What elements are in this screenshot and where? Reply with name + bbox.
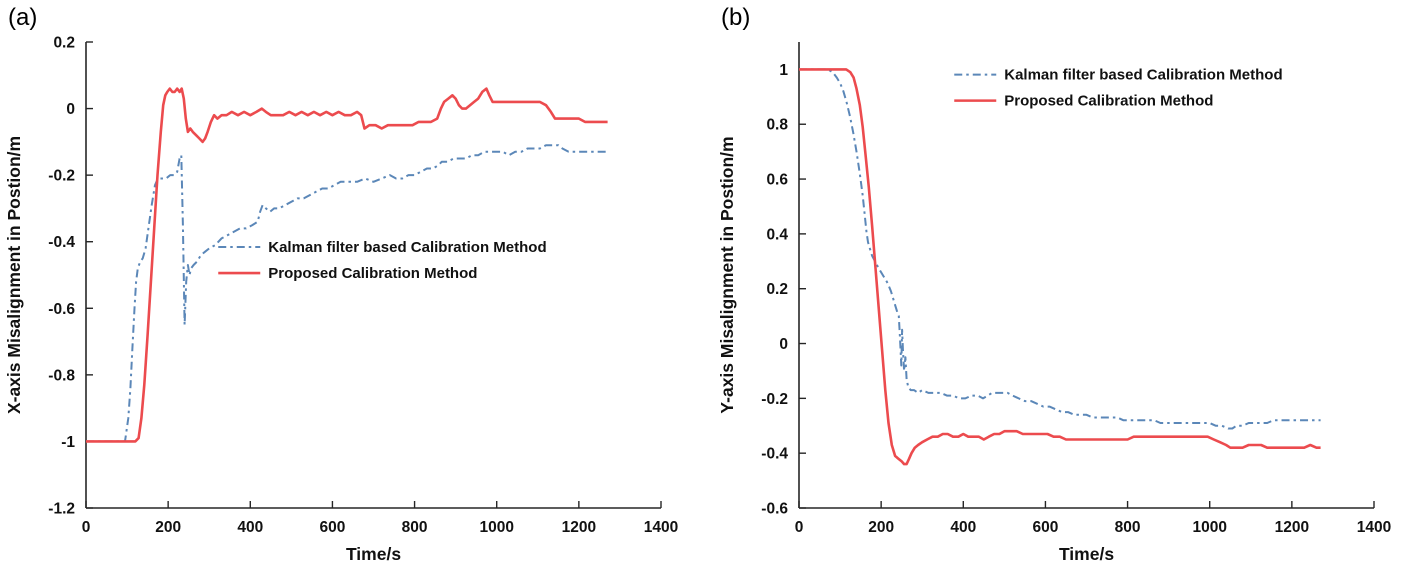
y-axis-title: Y-axis Misalignment in Postion/m <box>717 136 737 413</box>
y-tick-label: -0.2 <box>48 168 75 185</box>
y-tick-label: -0.2 <box>761 391 788 408</box>
x-tick-label: 800 <box>1115 519 1141 536</box>
panel-b-label: (b) <box>721 4 751 31</box>
x-tick-label: 800 <box>402 519 428 536</box>
x-tick-label: 1400 <box>1357 519 1391 536</box>
axes: 0 200 400 600 800 1000 1200 140010.80.60.40.20-… <box>761 42 1391 536</box>
series-line-0 <box>799 68 1321 430</box>
legend-label-1: Proposed Calibration Method <box>268 265 477 282</box>
y-tick-label: 0.6 <box>766 172 788 189</box>
x-tick-label: 1400 <box>644 519 678 536</box>
x-tick-label: 600 <box>1032 519 1058 536</box>
x-tick-label: 200 <box>155 519 181 536</box>
x-tick-label: 400 <box>950 519 976 536</box>
x-tick-label: 1000 <box>1192 519 1226 536</box>
x-tick-label: 400 <box>237 519 263 536</box>
x-axis-title: Time/s <box>346 544 401 564</box>
y-tick-label: 0.8 <box>766 117 788 134</box>
legend-label-1: Proposed Calibration Method <box>1004 93 1213 110</box>
legend-label-0: Kalman filter based Calibration Method <box>1004 67 1282 84</box>
x-tick-label: 0 <box>795 519 804 536</box>
series-line-1 <box>86 87 608 443</box>
chart-b-canvas: 0 200 400 600 800 1000 1200 140010.80.60.40.20-… <box>717 42 1391 564</box>
y-tick-label: 0.4 <box>766 226 788 243</box>
x-tick-label: 1000 <box>479 519 513 536</box>
y-tick-label: 1 <box>779 62 788 79</box>
series-line-1 <box>799 68 1321 466</box>
x-tick-label: 1200 <box>1275 519 1309 536</box>
legend: Kalman filter based Calibration Method Pr… <box>954 67 1283 110</box>
x-axis-title: Time/s <box>1059 544 1114 564</box>
chart-a-canvas: 0 200 400 600 800 1000 1200 1400 0.2 0 -0.2 -0.4 -0.… <box>4 35 678 565</box>
series-line-0 <box>86 144 608 443</box>
y-tick-label: 0.2 <box>766 281 788 298</box>
x-tick-label: 200 <box>868 519 894 536</box>
y-tick-label: -0.4 <box>48 234 75 251</box>
panel-a: (a) 0 200 400 600 800 1000 1200 1400 0.2 0 -0.2 -0.… <box>4 4 678 565</box>
x-tick-label: 600 <box>319 519 345 536</box>
y-tick-label: -0.4 <box>761 446 788 463</box>
y-tick-label: -1 <box>61 434 75 451</box>
legend-label-0: Kalman filter based Calibration Method <box>268 239 546 256</box>
y-tick-label: 0.2 <box>53 35 75 52</box>
y-tick-label: -0.8 <box>48 367 75 384</box>
axes: 0 200 400 600 800 1000 1200 1400 0.2 0 -0.2 -0.4 -0.… <box>48 35 678 537</box>
y-tick-label: 0 <box>779 336 788 353</box>
legend: Kalman filter based Calibration Method Pr… <box>218 239 547 282</box>
panel-a-label: (a) <box>8 4 38 31</box>
y-tick-label: -0.6 <box>48 301 75 318</box>
x-tick-label: 1200 <box>562 519 596 536</box>
panel-b: (b) 0 200 400 600 800 1000 1200 1400 1 0.8 0.6 0.4 0… <box>713 0 1426 570</box>
y-axis-title: X-axis Misalignment in Postion/m <box>4 136 24 414</box>
y-tick-label: 0 <box>66 101 75 118</box>
y-tick-label: -0.6 <box>761 501 788 518</box>
x-tick-label: 0 <box>82 519 91 536</box>
y-tick-label: -1.2 <box>48 501 75 518</box>
